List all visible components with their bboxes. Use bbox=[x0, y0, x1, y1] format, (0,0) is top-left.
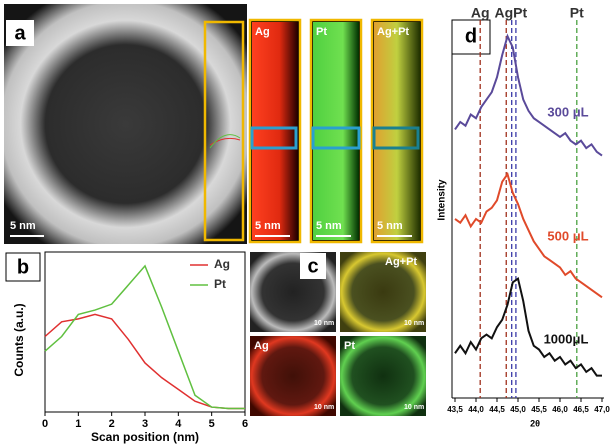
panel-label-box bbox=[451, 19, 491, 55]
series-label: 300 μL bbox=[547, 104, 588, 119]
scale-label: 10 nm bbox=[314, 404, 334, 411]
y-axis-label: Counts (a.u.) bbox=[12, 303, 26, 376]
panel-label: c bbox=[307, 255, 318, 277]
x-tick-label: 47,0 bbox=[594, 405, 610, 414]
x-tick-label: 5 bbox=[209, 418, 215, 430]
reference-label: Pt bbox=[570, 5, 584, 21]
scale-label: 10 nm bbox=[314, 320, 334, 327]
series-label: 1000μL bbox=[544, 331, 589, 346]
panel-label-box bbox=[6, 20, 34, 46]
x-tick-label: 2 bbox=[109, 418, 115, 430]
image-label: Ag+Pt bbox=[385, 256, 417, 268]
image-label: Ag bbox=[254, 340, 269, 352]
x-tick-label: 45,5 bbox=[531, 405, 547, 414]
x-tick-label: 45,0 bbox=[510, 405, 526, 414]
legend-label: Ag bbox=[214, 257, 230, 271]
stem-image bbox=[4, 4, 247, 244]
x-tick-label: 1 bbox=[75, 418, 81, 430]
agpt-map bbox=[374, 22, 420, 240]
reference-label: AgPt bbox=[495, 5, 528, 21]
legend-label: Pt bbox=[214, 277, 226, 291]
x-tick-label: 46,0 bbox=[552, 405, 568, 414]
panel-label: d bbox=[465, 25, 477, 47]
panel-label-box bbox=[5, 252, 41, 282]
scale-label: 5 nm bbox=[255, 220, 281, 232]
x-tick-label: 0 bbox=[42, 418, 48, 430]
x-tick-label: 3 bbox=[142, 418, 148, 430]
y-axis-label: Intensity bbox=[437, 179, 448, 221]
roi-box bbox=[250, 126, 298, 150]
scale-label: 5 nm bbox=[10, 220, 36, 232]
x-tick-label: 46,5 bbox=[573, 405, 589, 414]
series-line bbox=[454, 171, 603, 299]
scan-line bbox=[209, 134, 241, 149]
scale-label: 10 nm bbox=[404, 404, 424, 411]
scale-label: 5 nm bbox=[316, 220, 342, 232]
plot-frame bbox=[44, 251, 246, 413]
series-line bbox=[454, 276, 602, 377]
map-label: Ag bbox=[255, 26, 270, 38]
scan-line bbox=[209, 137, 241, 146]
reference-label: Ag bbox=[471, 5, 490, 21]
x-tick-label: 4 bbox=[175, 418, 182, 430]
map-label: Pt bbox=[316, 26, 327, 38]
panel-label: a bbox=[14, 22, 26, 44]
selection-box bbox=[203, 20, 245, 242]
agpt-image bbox=[340, 252, 426, 332]
scale-label: 10 nm bbox=[404, 320, 424, 327]
ag-map bbox=[252, 22, 298, 240]
pt-map bbox=[313, 22, 359, 240]
roi-box bbox=[311, 126, 361, 150]
x-tick-label: 44,0 bbox=[468, 405, 484, 414]
scale-label: 5 nm bbox=[377, 220, 403, 232]
x-tick-label: 43,5 bbox=[447, 405, 463, 414]
x-axis-label: Scan position (nm) bbox=[91, 430, 199, 444]
pt-image bbox=[340, 336, 426, 416]
panel-label: b bbox=[17, 256, 29, 278]
x-tick-label: 6 bbox=[242, 418, 248, 430]
image-label: Pt bbox=[344, 340, 355, 352]
series-line bbox=[44, 313, 245, 410]
series-line bbox=[454, 33, 603, 157]
series-line bbox=[44, 264, 245, 410]
x-axis-label: 2θ bbox=[530, 418, 540, 428]
series-label: 500 μL bbox=[547, 228, 588, 243]
x-tick-label: 44,5 bbox=[489, 405, 505, 414]
ag-image bbox=[250, 336, 336, 416]
map-label: Ag+Pt bbox=[377, 26, 409, 38]
panel-label-box bbox=[300, 253, 326, 279]
roi-box bbox=[372, 126, 420, 150]
